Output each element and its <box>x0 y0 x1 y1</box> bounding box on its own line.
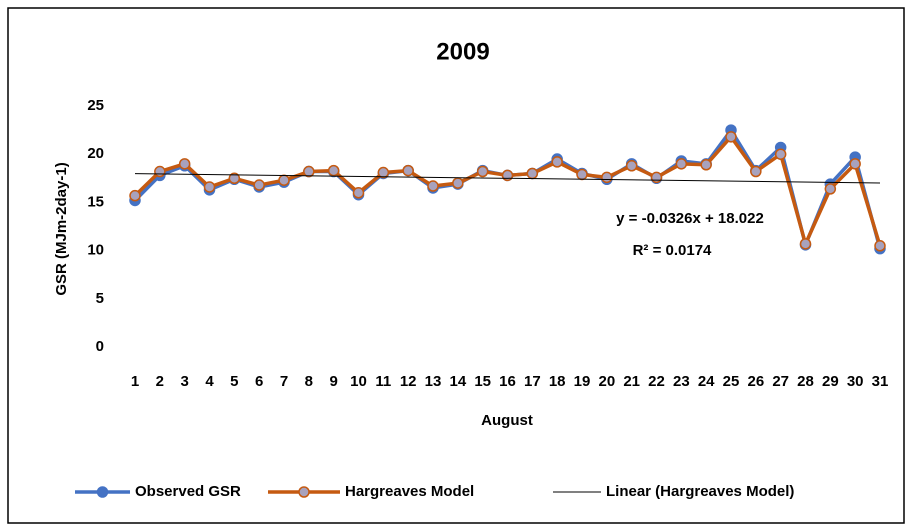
data-point <box>501 169 514 182</box>
x-tick-label: 31 <box>872 373 889 390</box>
x-tick-label: 5 <box>230 373 238 390</box>
data-point <box>476 165 489 178</box>
x-tick-label: 19 <box>574 373 591 390</box>
data-point <box>625 160 638 172</box>
x-tick-label: 11 <box>375 373 391 390</box>
legend-marker <box>96 486 109 498</box>
x-tick-label: 20 <box>598 373 615 390</box>
data-point <box>352 187 365 199</box>
data-point <box>377 166 390 179</box>
data-point <box>700 159 712 171</box>
data-point <box>750 165 762 178</box>
y-tick-label: 0 <box>96 338 104 355</box>
data-point <box>452 177 464 189</box>
data-point <box>849 158 861 170</box>
x-tick-label: 10 <box>350 373 367 390</box>
x-tick-label: 7 <box>280 373 288 390</box>
x-tick-label: 3 <box>180 373 188 390</box>
data-point <box>303 165 315 178</box>
x-tick-label: 28 <box>797 373 814 390</box>
x-tick-label: 24 <box>698 373 715 390</box>
data-point <box>327 164 340 177</box>
data-point <box>154 165 166 178</box>
x-tick-label: 1 <box>131 373 139 390</box>
legend-label: Observed GSR <box>135 483 241 500</box>
chart-frame <box>7 7 905 524</box>
x-tick-label: 30 <box>847 373 864 390</box>
x-tick-label: 14 <box>449 373 466 390</box>
data-point <box>526 167 539 180</box>
y-axis-title: GSR (MJm-2day-1) <box>53 162 70 295</box>
x-tick-label: 18 <box>549 373 566 390</box>
data-point <box>129 189 141 202</box>
data-point <box>278 174 290 186</box>
trend-line <box>134 173 881 184</box>
data-point <box>551 156 563 168</box>
x-tick-label: 17 <box>524 373 541 390</box>
data-point <box>203 181 216 193</box>
x-tick-label: 21 <box>623 373 640 390</box>
data-point <box>799 238 812 250</box>
y-tick-label: 10 <box>87 242 104 259</box>
data-point <box>402 164 414 177</box>
y-tick-label: 15 <box>87 193 104 210</box>
trend-equation: y = -0.0326x + 18.022 <box>616 210 764 227</box>
chart-title: 2009 <box>436 38 489 65</box>
x-tick-label: 25 <box>723 373 740 390</box>
data-point <box>824 183 837 195</box>
data-point <box>178 158 191 170</box>
data-point <box>774 148 787 160</box>
x-tick-label: 23 <box>673 373 690 390</box>
x-tick-label: 13 <box>425 373 442 390</box>
data-point <box>725 131 737 143</box>
data-point <box>601 171 613 184</box>
data-point <box>874 240 886 252</box>
data-point <box>253 179 265 191</box>
legend-marker <box>298 486 310 498</box>
x-tick-label: 8 <box>305 373 313 390</box>
x-tick-label: 6 <box>255 373 263 390</box>
x-tick-label: 22 <box>648 373 665 390</box>
y-tick-label: 5 <box>96 290 104 307</box>
data-point <box>675 158 688 170</box>
x-axis-title: August <box>481 412 533 429</box>
data-point <box>427 180 439 192</box>
x-tick-label: 9 <box>329 373 337 390</box>
y-tick-label: 20 <box>87 145 104 162</box>
data-point <box>576 168 588 181</box>
legend-label: Hargreaves Model <box>345 483 474 500</box>
x-tick-label: 26 <box>747 373 764 390</box>
trend-r2: R² = 0.0174 <box>633 242 712 259</box>
legend-label: Linear (Hargreaves Model) <box>606 483 794 500</box>
x-tick-label: 4 <box>205 373 214 390</box>
x-tick-label: 16 <box>499 373 516 390</box>
x-tick-label: 29 <box>822 373 839 390</box>
data-point <box>228 172 241 185</box>
data-point <box>650 171 663 184</box>
x-tick-label: 12 <box>400 373 417 390</box>
x-tick-label: 15 <box>474 373 491 390</box>
x-tick-label: 27 <box>772 373 789 390</box>
x-tick-label: 2 <box>156 373 164 390</box>
y-tick-label: 25 <box>87 97 104 114</box>
